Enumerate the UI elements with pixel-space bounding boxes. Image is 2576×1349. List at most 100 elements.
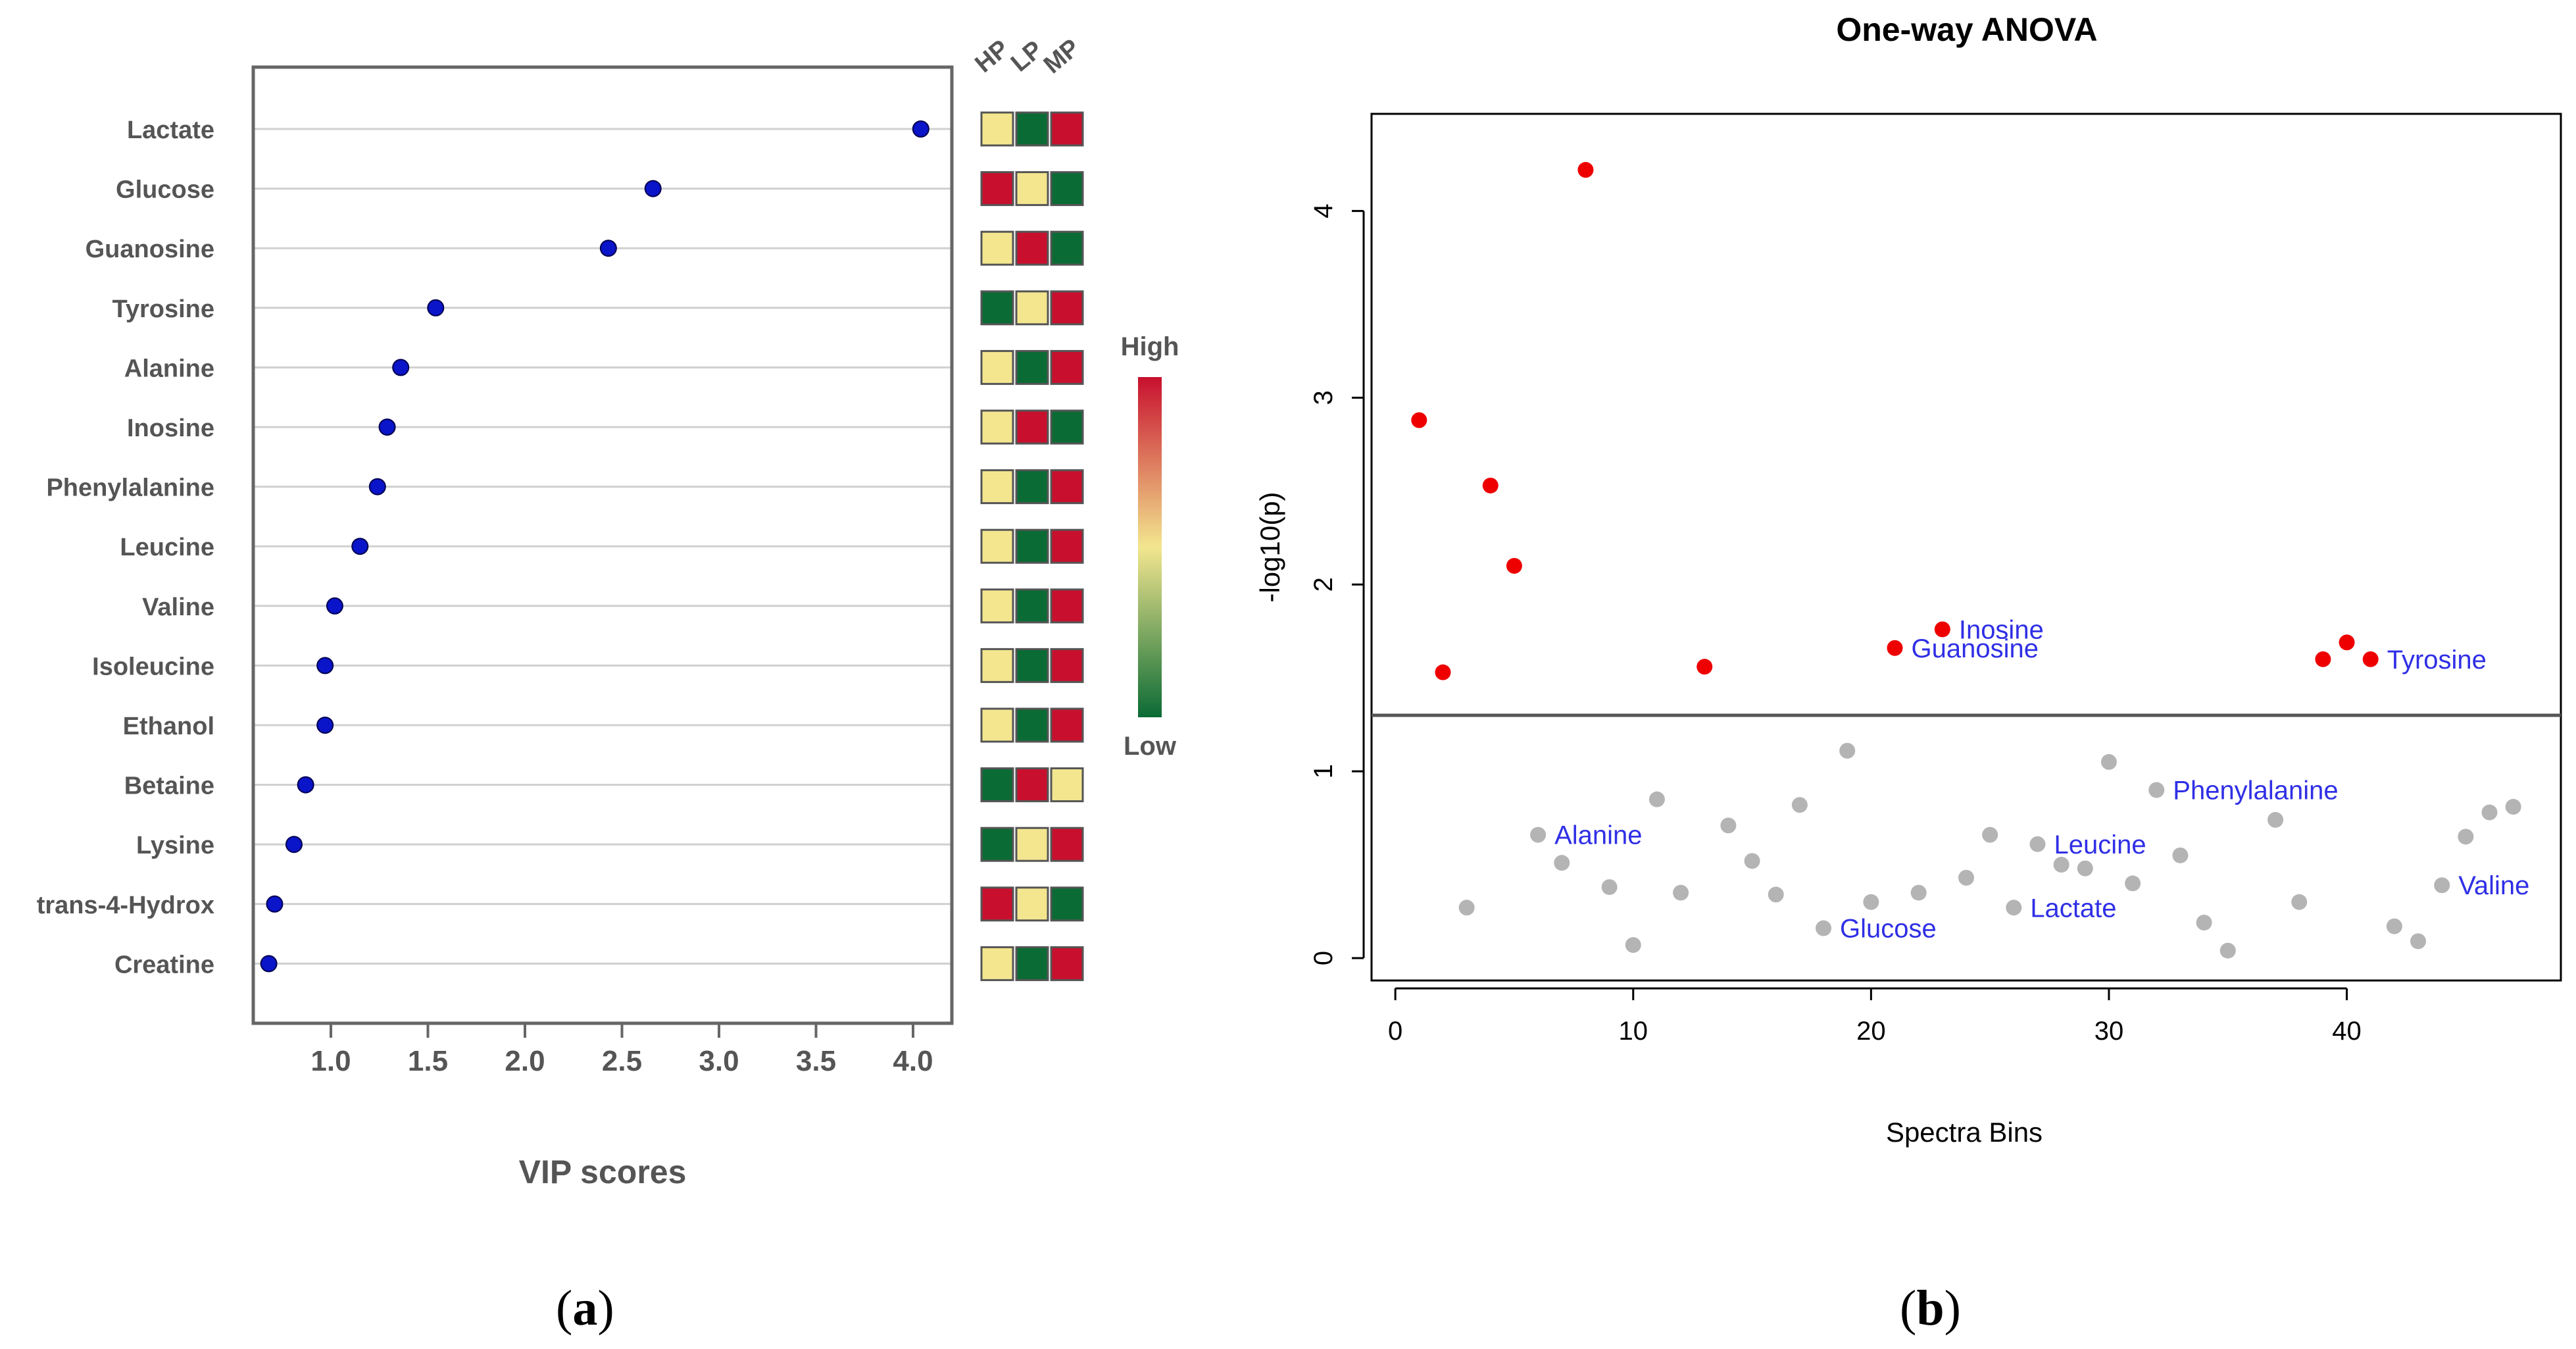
heatmap-cell (980, 707, 1014, 743)
heatmap-cell (980, 886, 1014, 922)
heatmap-cell (1015, 767, 1049, 803)
anova-point-nonsignificant (1791, 797, 1808, 813)
vip-point (326, 597, 343, 615)
heatmap-cell (980, 349, 1014, 385)
category-label: Guanosine (86, 236, 214, 263)
vip-point (378, 419, 396, 436)
heatmap-cell (1015, 588, 1049, 624)
anova-point-nonsignificant (1720, 817, 1737, 834)
colorbar-high-label: High (1121, 332, 1179, 361)
anova-chart: One-way ANOVA 0 10 20 30 40 Spectra Bins 0 1 2 3 4 -… (1254, 11, 2562, 1148)
heatmap-cell (980, 290, 1014, 326)
anova-point-nonsignificant (2291, 894, 2308, 910)
heatmap-cell (980, 827, 1014, 862)
vip-point (368, 478, 386, 496)
anova-point-nonsignificant (1601, 879, 1618, 896)
anova-point-nonsignificant (2100, 753, 2117, 770)
heatmap-cell (1015, 648, 1049, 683)
anova-point-significant (1506, 557, 1522, 574)
heatmap-cell (1015, 230, 1049, 266)
heatmap-cell (1050, 528, 1084, 564)
anova-point-nonsignificant (1744, 853, 1760, 869)
heatmap-cell (1050, 588, 1084, 624)
chart-title: One-way ANOVA (1836, 11, 2097, 48)
vip-point (427, 299, 445, 317)
point-annotation: Leucine (2054, 830, 2146, 859)
anova-point-nonsignificant (2053, 857, 2069, 873)
category-label: Glucose (116, 176, 214, 204)
heatmap-cell (1015, 707, 1049, 743)
heatmap-cell (1050, 886, 1084, 922)
heatmap-column-label: MP (1039, 34, 1085, 79)
anova-point-nonsignificant (1863, 894, 1879, 910)
anova-point-nonsignificant (1554, 855, 1570, 871)
category-label: trans-4-Hydrox (37, 892, 214, 919)
heatmap-cell (1050, 171, 1084, 207)
y-axis-title: -log10(p) (1254, 492, 1285, 602)
heatmap-cell (980, 767, 1014, 803)
heatmap-cell (1050, 111, 1084, 147)
point-annotation: Tyrosine (2387, 646, 2487, 674)
x-tick-label: 1.5 (408, 1045, 448, 1077)
y-tick-label: 2 (1309, 577, 1338, 592)
anova-point-nonsignificant (2219, 942, 2236, 959)
vip-score-chart: Lactate Glucose Guanosine Tyrosine Alanine In… (37, 34, 1179, 1190)
heatmap-cell (1050, 946, 1084, 981)
heatmap-cell (1015, 409, 1049, 445)
x-tick-label: 4.0 (893, 1045, 933, 1077)
heatmap-cell (980, 946, 1014, 981)
heatmap-cell (980, 111, 1014, 147)
anova-point-significant (1435, 664, 1451, 680)
vip-point (912, 120, 929, 138)
colorbar-low-label: Low (1124, 732, 1177, 761)
point-annotation: Inosine (1959, 615, 2044, 644)
heatmap-cell (1050, 290, 1084, 326)
anova-point-nonsignificant (2125, 875, 2141, 892)
x-tick-label: 2.5 (602, 1045, 642, 1077)
vip-point (266, 895, 284, 913)
anova-point-nonsignificant (2148, 782, 2165, 798)
anova-point-nonsignificant (2434, 877, 2450, 894)
x-tick-label: 0 (1388, 1017, 1402, 1046)
heatmap-cell (980, 588, 1014, 624)
anova-point-nonsignificant (1982, 827, 1998, 843)
vip-point (351, 538, 369, 555)
caption-a: (a) (556, 1281, 614, 1336)
heatmap-cell (1015, 111, 1049, 147)
anova-point-significant (1482, 477, 1499, 494)
plot-frame (251, 65, 954, 1025)
anova-point-nonsignificant (2267, 811, 2284, 828)
heatmap-cell (1050, 349, 1084, 385)
vip-point (316, 657, 334, 674)
category-label: Leucine (120, 534, 214, 561)
heatmap-cell (1015, 886, 1049, 922)
anova-point-nonsignificant (1648, 791, 1665, 807)
anova-point-nonsignificant (1910, 884, 1927, 901)
point-annotation: Alanine (1554, 821, 1642, 850)
anova-point-nonsignificant (1458, 900, 1475, 916)
x-tick-label: 3.0 (699, 1045, 739, 1077)
anova-point-nonsignificant (2077, 860, 2093, 877)
heatmap-cell (1015, 528, 1049, 564)
anova-point-nonsignificant (1958, 869, 1974, 886)
point-annotation: Guanosine (1912, 634, 2039, 663)
heatmap-cell (1050, 469, 1084, 505)
category-label: Ethanol (123, 713, 214, 740)
anova-point-significant (1411, 412, 1427, 428)
x-tick-label: 2.0 (505, 1045, 545, 1077)
anova-point-nonsignificant (1530, 827, 1547, 843)
category-label: Phenylalanine (46, 474, 214, 502)
point-annotation: Glucose (1840, 915, 1937, 944)
x-tick-label: 10 (1619, 1017, 1648, 1046)
category-label: Lysine (136, 832, 214, 859)
anova-point-nonsignificant (2172, 847, 2189, 863)
anova-point-significant (1934, 621, 1950, 638)
anova-point-nonsignificant (2386, 918, 2402, 934)
anova-point-significant (2362, 651, 2379, 667)
heatmap-cell (1015, 349, 1049, 385)
vip-point (392, 359, 410, 376)
vip-point (644, 180, 662, 197)
vip-point (599, 240, 617, 257)
y-tick-label: 4 (1309, 203, 1338, 218)
heatmap-cell (1050, 707, 1084, 743)
